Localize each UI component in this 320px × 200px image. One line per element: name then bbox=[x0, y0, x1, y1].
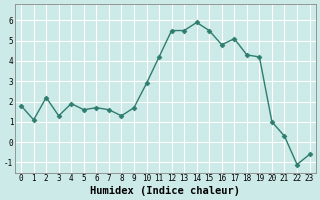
X-axis label: Humidex (Indice chaleur): Humidex (Indice chaleur) bbox=[90, 186, 240, 196]
